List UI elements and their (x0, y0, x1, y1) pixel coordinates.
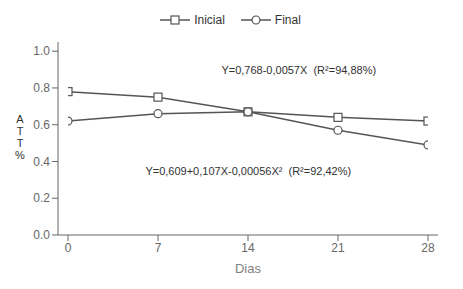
html-text:Final: Final (274, 13, 301, 27)
svg-text:7: 7 (155, 241, 162, 255)
svg-text:Dias: Dias (235, 261, 262, 276)
svg-text:0.4: 0.4 (33, 155, 50, 169)
svg-text:28: 28 (421, 241, 435, 255)
svg-text:ATT%: ATT% (15, 113, 25, 161)
svg-text:0.8: 0.8 (33, 81, 50, 95)
svg-text:21: 21 (331, 241, 345, 255)
svg-text:0.6: 0.6 (33, 118, 50, 132)
svg-text:0: 0 (65, 241, 72, 255)
html-text:Y=0,609+0,107X-0,00056X² (R²=9: Y=0,609+0,107X-0,00056X² (R²=92,42%) (145, 164, 352, 177)
svg-text:0.2: 0.2 (33, 191, 50, 205)
svg-text:1.0: 1.0 (33, 44, 50, 58)
svg-text:14: 14 (241, 241, 255, 255)
html-text:Y=0,768-0,0057X (R²=94,88%): Y=0,768-0,0057X (R²=94,88%) (221, 63, 377, 76)
svg-text:0.0: 0.0 (33, 228, 50, 242)
html-text:Inicial: Inicial (194, 13, 225, 27)
